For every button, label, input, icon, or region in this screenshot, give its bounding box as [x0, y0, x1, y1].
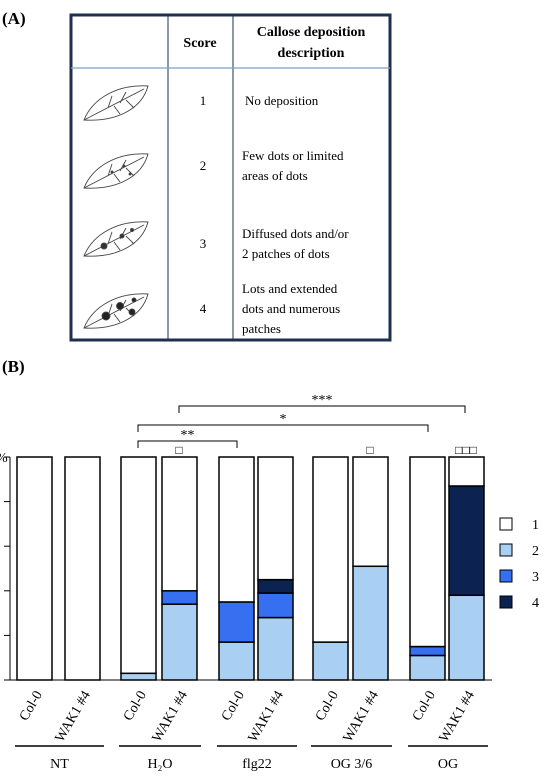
bar-segment — [121, 673, 156, 680]
group-label: OG — [438, 757, 458, 772]
bar-segment — [219, 602, 254, 642]
bar-segment — [121, 457, 156, 673]
bar-segment — [219, 457, 254, 602]
bar-segment — [258, 580, 293, 593]
bar-segment — [449, 457, 484, 486]
x-tick-label: Col-0 — [410, 689, 439, 724]
leaf-icons — [84, 86, 148, 328]
x-tick-label: Col-0 — [17, 689, 46, 724]
marker: □□□ — [455, 443, 477, 457]
description-cell: areas of dots — [242, 168, 308, 183]
group-label: NT — [50, 757, 69, 772]
bar-segment — [410, 647, 445, 656]
bar-segment — [258, 457, 293, 580]
description-cell: dots and numerous — [242, 301, 340, 316]
bar-segment — [410, 655, 445, 680]
legend-swatch — [500, 518, 512, 530]
score-cell: 2 — [200, 158, 207, 173]
description-cell: Diffused dots and/or — [242, 226, 349, 241]
bar-segment — [258, 618, 293, 680]
group-label: H₂O — [147, 757, 172, 772]
x-tick-label: WAK1 #4 — [53, 689, 94, 745]
bar-segment — [162, 591, 197, 604]
significance-label: * — [280, 412, 287, 427]
significance-label: ** — [181, 428, 195, 443]
x-tick-label: Col-0 — [121, 689, 150, 724]
marker: □ — [366, 443, 373, 457]
score-cell: 3 — [200, 236, 207, 251]
header-description: description — [278, 46, 345, 61]
bar-segment — [313, 457, 348, 642]
bar-segment — [410, 457, 445, 647]
legend-swatch — [500, 596, 512, 608]
x-tick-label: WAK1 #4 — [341, 689, 382, 745]
score-cell: 4 — [200, 301, 207, 316]
marker: □ — [175, 443, 182, 457]
table-rows: 1 No deposition 2 Few dots or limited areas … — [200, 93, 350, 336]
description-cell: Few dots or limited — [242, 148, 344, 163]
group-label: OG 3/6 — [331, 757, 373, 772]
legend-label: 4 — [532, 596, 539, 611]
figure: (A) Score Callose deposition description… — [0, 0, 546, 776]
bar-segment — [258, 593, 293, 618]
description-cell: 2 patches of dots — [242, 246, 330, 261]
legend-swatch — [500, 570, 512, 582]
description-cell: No deposition — [245, 93, 319, 108]
bar-segment — [17, 457, 52, 680]
x-tick-label: WAK1 #4 — [246, 689, 287, 745]
panel-label: (B) — [2, 357, 25, 376]
y-axis-label: % — [0, 451, 8, 466]
bar-segment — [353, 457, 388, 566]
description-cell: patches — [242, 321, 281, 336]
legend-swatch — [500, 544, 512, 556]
score-cell: 1 — [200, 93, 207, 108]
x-tick-label: WAK1 #4 — [150, 689, 191, 745]
score-table — [71, 15, 390, 340]
bar-segment — [65, 457, 100, 680]
x-tick-label: Col-0 — [313, 689, 342, 724]
header-description: Callose deposition — [257, 25, 366, 40]
bar-segment — [353, 566, 388, 680]
legend-label: 3 — [532, 570, 539, 585]
legend-label: 1 — [532, 518, 539, 533]
bar-segment — [162, 457, 197, 591]
bar-segment — [162, 604, 197, 680]
description-cell: Lots and extended — [242, 281, 338, 296]
x-tick-label: WAK1 #4 — [437, 689, 478, 745]
significance-label: *** — [312, 393, 333, 408]
bar-segment — [449, 486, 484, 595]
header-score: Score — [183, 36, 216, 51]
bar-segment — [313, 642, 348, 680]
x-tick-label: Col-0 — [219, 689, 248, 724]
bar-segment — [449, 595, 484, 680]
bar-segment — [219, 642, 254, 680]
group-label: flg22 — [242, 757, 272, 772]
legend-label: 2 — [532, 544, 539, 559]
panel-label: (A) — [2, 9, 26, 28]
